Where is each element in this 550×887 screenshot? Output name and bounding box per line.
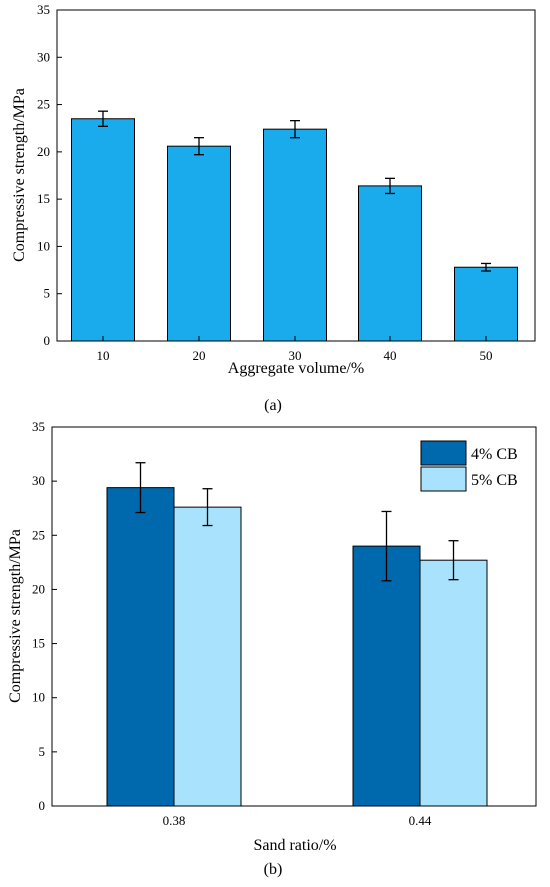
x-tick-label: 0.38 bbox=[163, 813, 186, 828]
y-tick-label: 20 bbox=[32, 581, 45, 596]
legend-swatch-5pct-cb bbox=[420, 466, 467, 492]
panel-a-y-ticks: 0 5 10 15 20 25 30 35 bbox=[37, 2, 62, 348]
y-tick-label: 15 bbox=[37, 191, 50, 206]
panel-b-bars bbox=[106, 462, 488, 807]
bar bbox=[358, 185, 422, 342]
panel-b-y-ticks: 0 5 10 15 20 25 30 35 bbox=[32, 419, 57, 813]
bar bbox=[173, 506, 242, 807]
y-tick-label: 20 bbox=[37, 144, 50, 159]
panel-a-label: (a) bbox=[264, 397, 282, 414]
y-tick-label: 5 bbox=[44, 286, 51, 301]
panel-a-chart: 0 5 10 15 20 25 30 35 10 20 30 40 50 Aggregate volu… bbox=[11, 2, 536, 414]
y-tick-label: 0 bbox=[39, 798, 46, 813]
y-tick-label: 30 bbox=[37, 49, 50, 64]
bar bbox=[352, 545, 421, 807]
y-tick-label: 25 bbox=[37, 97, 50, 112]
y-tick-label: 15 bbox=[32, 636, 45, 651]
panel-b-plot-frame bbox=[51, 426, 537, 807]
panel-a-bars bbox=[71, 110, 518, 342]
legend-swatch-4pct-cb bbox=[420, 440, 467, 466]
panel-b-legend: 4% CB 5% CB bbox=[420, 440, 518, 492]
bar bbox=[419, 559, 488, 807]
x-tick-label: 40 bbox=[384, 348, 397, 363]
x-tick-label: 0.44 bbox=[409, 813, 432, 828]
y-tick-label: 10 bbox=[37, 238, 50, 253]
bar bbox=[106, 487, 175, 807]
legend-label-5pct-cb: 5% CB bbox=[471, 472, 518, 489]
panel-b-chart: 0 5 10 15 20 25 30 35 0.38 0.44 4% CB 5% CB Sand… bbox=[7, 419, 537, 878]
panel-b-x-ticks: 0.38 0.44 bbox=[163, 801, 432, 828]
panel-a-x-ticks: 10 20 30 40 50 bbox=[97, 336, 493, 363]
panel-b-y-axis-title: Compressive strength/MPa bbox=[7, 529, 24, 703]
panel-a-x-axis-title: Aggregate volume/% bbox=[228, 360, 364, 377]
legend-label-4pct-cb: 4% CB bbox=[471, 446, 518, 463]
x-tick-label: 20 bbox=[193, 348, 206, 363]
bar bbox=[71, 118, 135, 342]
x-tick-label: 50 bbox=[480, 348, 493, 363]
y-tick-label: 25 bbox=[32, 527, 45, 542]
panel-b-x-axis-title: Sand ratio/% bbox=[253, 837, 336, 854]
bar bbox=[263, 128, 327, 342]
x-tick-label: 30 bbox=[289, 348, 302, 363]
y-tick-label: 35 bbox=[37, 2, 50, 17]
y-tick-label: 5 bbox=[39, 744, 46, 759]
y-tick-label: 30 bbox=[32, 473, 45, 488]
y-tick-label: 10 bbox=[32, 690, 45, 705]
x-tick-label: 10 bbox=[97, 348, 110, 363]
y-tick-label: 0 bbox=[44, 333, 51, 348]
bar bbox=[167, 145, 231, 342]
panel-b-label: (b) bbox=[264, 861, 283, 878]
bar bbox=[454, 266, 518, 342]
y-tick-label: 35 bbox=[32, 419, 45, 434]
panel-a-y-axis-title: Compressive strength/MPa bbox=[11, 88, 28, 262]
